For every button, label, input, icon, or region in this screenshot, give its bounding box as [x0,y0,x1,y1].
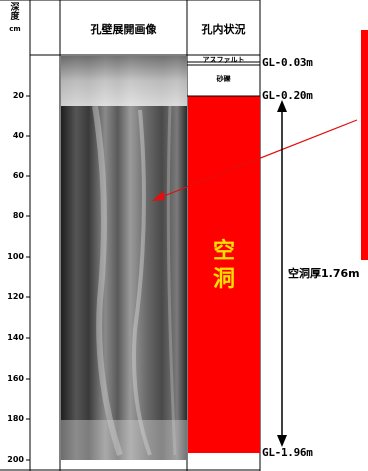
depth-tick-label: 140 [7,333,24,342]
depth-tick-label: 20 [12,91,24,100]
image-column-header: 孔壁展開画像 [90,23,157,36]
strata-column [187,61,260,453]
borehole-image [61,56,187,460]
callout-box-edge [361,30,368,260]
status-column-header: 孔内状況 [201,23,246,36]
depth-tick-label: 200 [7,455,24,464]
stratum-void-label: 空洞 [188,238,260,294]
void-thickness-arrow [277,100,287,447]
depth-tick-label: 100 [7,252,24,261]
depth-header-char-1: 深 [10,3,20,13]
depth-column-header: 深 度 cm [0,4,30,34]
stratum-gravel-label: 砂礫 [216,75,231,83]
void-thickness-label: 空洞厚1.76m [288,267,360,280]
gl-label-asphalt-bottom: GL-0.03m [262,56,313,69]
void-label-text: 空洞 [212,239,235,292]
depth-tick-label: 60 [12,171,24,180]
depth-axis-ticks [26,95,30,461]
depth-tick-label: 180 [7,414,24,423]
stratum-asphalt-label: アスファルト [202,56,245,64]
gl-label-void-bottom: GL-1.96m [262,446,313,459]
gl-label-void-top: GL-0.20m [262,89,313,102]
depth-tick-label: 40 [12,131,24,140]
callout-arrowhead [152,191,165,201]
depth-unit: cm [9,25,21,33]
depth-tick-label: 160 [7,374,24,383]
depth-tick-label: 120 [7,292,24,301]
depth-tick-label: 80 [12,211,24,220]
callout-arrow-line [163,119,358,197]
void-region [188,96,260,453]
depth-header-char-2: 度 [10,12,20,22]
